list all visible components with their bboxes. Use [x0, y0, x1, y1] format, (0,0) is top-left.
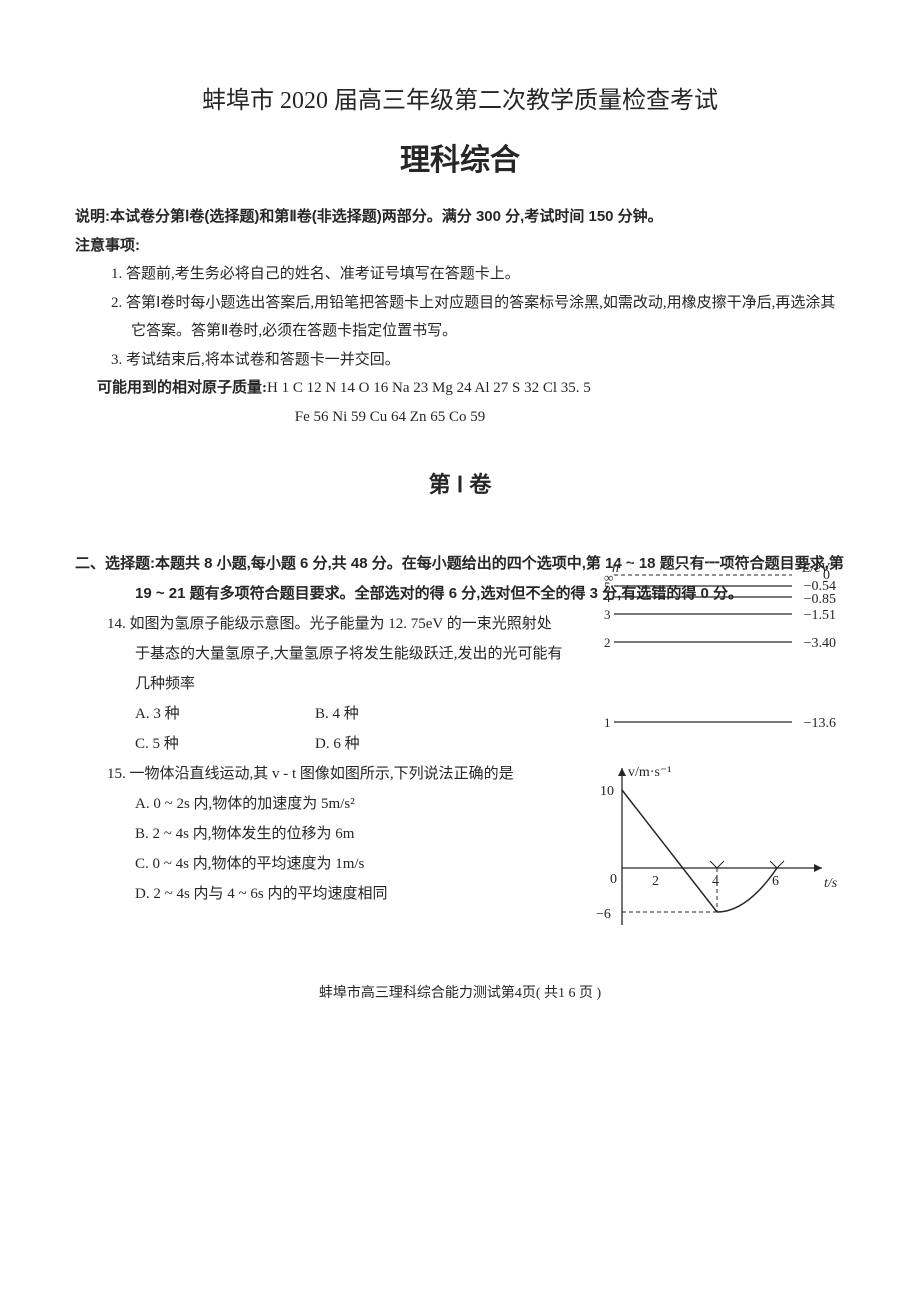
q15-option-b: B. 2 ~ 4s 内,物体发生的位移为 6m: [135, 819, 575, 849]
svg-text:−3.40: −3.40: [804, 636, 836, 651]
q15-stem: 15. 一物体沿直线运动,其 v - t 图像如图所示,下列说法正确的是: [135, 759, 575, 789]
sub-title: 理科综合: [75, 135, 845, 179]
level-2: 2 −3.40: [604, 635, 836, 651]
notice-heading: 注意事项:: [75, 232, 845, 261]
page-footer: 蚌埠市高三理科综合能力测试第4页( 共1 6 页 ): [0, 982, 920, 1002]
q14-option-a: A. 3 种: [135, 699, 315, 729]
xtick-arrow-6: [770, 861, 784, 868]
svg-text:1: 1: [604, 715, 611, 730]
notice-item: 3. 考试结束后,将本试卷和答题卡一并交回。: [111, 346, 845, 375]
svg-text:−1.51: −1.51: [804, 608, 836, 623]
atomic-values-1: H 1 C 12 N 14 O 16 Na 23 Mg 24 Al 27 S 3…: [267, 380, 591, 396]
svg-text:2: 2: [604, 635, 611, 650]
xtick-4: 4: [712, 874, 719, 889]
grid-region: [612, 562, 792, 578]
curve-seg2: [717, 868, 777, 912]
q15-option-c: C. 0 ~ 4s 内,物体的平均速度为 1m/s: [135, 849, 575, 879]
q14-option-c: C. 5 种: [135, 729, 315, 759]
notice-item: 2. 答第Ⅰ卷时每小题选出答案后,用铅笔把答题卡上对应题目的答案标号涂黑,如需改…: [111, 289, 845, 346]
xtick-2: 2: [652, 874, 659, 889]
energy-level-diagram: n E/eV ∞ 0 5 −0.54 4 −0.85 3 −1.51 2 −3.…: [582, 562, 842, 742]
exam-description: 说明:本试卷分第Ⅰ卷(选择题)和第Ⅱ卷(非选择题)两部分。满分 300 分,考试…: [75, 203, 845, 232]
main-title: 蚌埠市 2020 届高三年级第二次教学质量检查考试: [75, 80, 845, 115]
svg-text:−0.85: −0.85: [804, 592, 836, 607]
origin-label: 0: [610, 872, 617, 887]
atomic-mass-line2: Fe 56 Ni 59 Cu 64 Zn 65 Co 59: [75, 403, 845, 432]
notice-list: 1. 答题前,考生务必将自己的姓名、准考证号填写在答题卡上。 2. 答第Ⅰ卷时每…: [75, 260, 845, 374]
y-axis-label: v/m·s⁻¹: [628, 765, 671, 780]
curve-seg1: [622, 790, 717, 912]
atomic-label: 可能用到的相对原子质量:: [97, 380, 267, 396]
svg-text:−13.6: −13.6: [804, 716, 836, 731]
xtick-6: 6: [772, 874, 779, 889]
svg-text:3: 3: [604, 607, 611, 622]
ytick-neg6: −6: [596, 907, 611, 922]
q14-stem: 14. 如图为氢原子能级示意图。光子能量为 12. 75eV 的一束光照射处于基…: [135, 609, 565, 699]
level-5: 5 −0.54: [604, 579, 836, 594]
level-3: 3 −1.51: [604, 607, 836, 623]
q15-option-d: D. 2 ~ 4s 内与 4 ~ 6s 内的平均速度相同: [135, 879, 575, 909]
xtick-arrow-4: [710, 861, 724, 868]
section-marker: 第 Ⅰ 卷: [75, 467, 845, 499]
y-axis-arrow: [618, 768, 626, 776]
svg-text:4: 4: [604, 590, 611, 605]
ytick-10: 10: [600, 784, 614, 799]
x-axis-label: t/s: [824, 876, 838, 891]
atomic-mass-line1: 可能用到的相对原子质量:H 1 C 12 N 14 O 16 Na 23 Mg …: [75, 374, 845, 403]
q15-option-a: A. 0 ~ 2s 内,物体的加速度为 5m/s²: [135, 789, 575, 819]
x-axis-arrow: [814, 864, 822, 872]
q14-option-b: B. 4 种: [315, 699, 495, 729]
vt-graph: 0 v/m·s⁻¹ t/s 10 −6 2 4 6: [592, 760, 842, 940]
level-1: 1 −13.6: [604, 715, 836, 731]
notice-item: 1. 答题前,考生务必将自己的姓名、准考证号填写在答题卡上。: [111, 260, 845, 289]
q14-option-d: D. 6 种: [315, 729, 495, 759]
level-4: 4 −0.85: [604, 590, 836, 607]
